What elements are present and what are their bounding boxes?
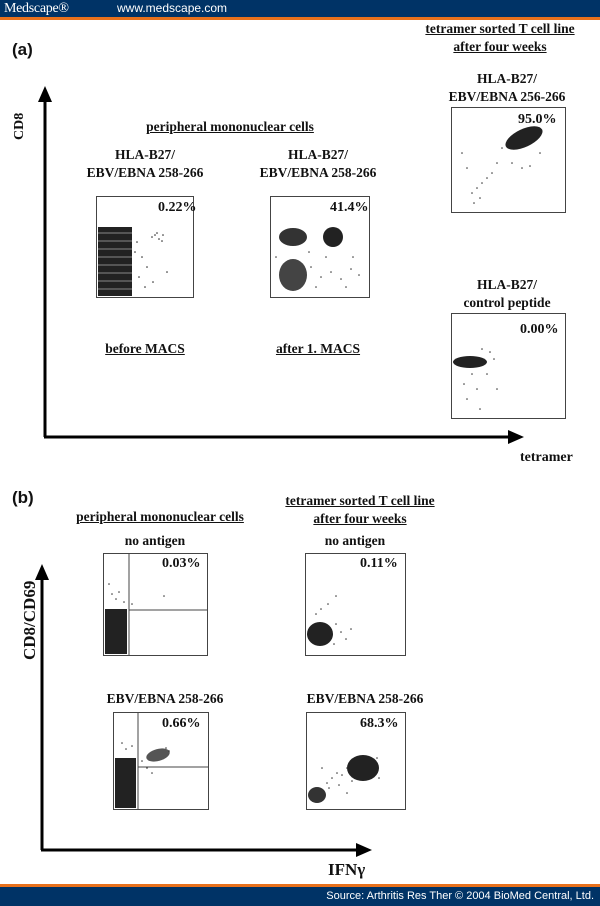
plot-a1-dots <box>98 227 168 296</box>
source-credit: Source: Arthritis Res Ther © 2004 BioMed… <box>326 890 594 902</box>
plot-a4-percent: 0.00% <box>520 322 559 337</box>
panel-a-y-axis-label: CD8 <box>12 112 27 140</box>
plot-b3 <box>113 712 209 810</box>
plot-b1-title: no antigen <box>124 533 186 548</box>
panel-a-sorted-heading-line2: after four weeks <box>453 39 547 54</box>
plot-b2 <box>305 553 406 656</box>
plot-b1-dots <box>105 554 207 655</box>
panel-a-pmc-heading: peripheral mononuclear cells <box>146 119 314 134</box>
plot-a2-percent: 41.4% <box>330 200 369 215</box>
plot-a3-dots <box>461 126 543 204</box>
panel-b-y-axis-label: CD8/CD69 <box>20 580 39 660</box>
panel-a-label: (a) <box>12 40 33 59</box>
plot-a4-title-line2: control peptide <box>463 295 551 310</box>
plot-b4 <box>306 712 406 810</box>
plot-b3-title: EBV/EBNA 258-266 <box>106 691 224 706</box>
panel-b-label: (b) <box>12 488 34 507</box>
plot-a2-title-line1: HLA-B27/ <box>287 147 348 162</box>
plot-a1 <box>96 196 194 298</box>
plot-a1-caption: before MACS <box>105 341 185 356</box>
plot-a4 <box>451 313 566 419</box>
panel-b-sorted-heading-line2: after four weeks <box>313 511 407 526</box>
plot-b2-percent: 0.11% <box>360 556 398 571</box>
plot-b1 <box>103 553 208 656</box>
plot-a2 <box>270 196 370 298</box>
panel-b-x-axis-label: IFNγ <box>328 860 366 879</box>
plot-a3-percent: 95.0% <box>518 112 557 127</box>
plot-b4-title: EBV/EBNA 258-266 <box>306 691 424 706</box>
header-bar: Medscape® www.medscape.com <box>0 0 600 20</box>
plot-b4-dots <box>308 755 380 803</box>
plot-a1-title-line2: EBV/EBNA 258-266 <box>86 165 204 180</box>
plot-b4-percent: 68.3% <box>360 716 399 731</box>
plot-a4-dots <box>453 348 498 410</box>
plot-a2-caption: after 1. MACS <box>275 341 361 356</box>
plot-a2-title-line2: EBV/EBNA 258-266 <box>259 165 377 180</box>
plot-a3-title-line1: HLA-B27/ <box>476 71 537 86</box>
panel-a-x-axis-label: tetramer <box>520 450 573 465</box>
plot-b2-title: no antigen <box>324 533 386 548</box>
plot-a2-dots <box>275 227 360 291</box>
plot-a1-percent: 0.22% <box>158 200 197 215</box>
site-url[interactable]: www.medscape.com <box>117 1 228 15</box>
plot-b2-dots <box>307 595 352 646</box>
footer-bar: Source: Arthritis Res Ther © 2004 BioMed… <box>0 884 600 906</box>
plot-a4-title-line1: HLA-B27/ <box>476 277 537 292</box>
panel-a-sorted-heading-line1: tetramer sorted T cell line <box>425 21 575 36</box>
panel-b-pmc-heading: peripheral mononuclear cells <box>76 509 244 524</box>
plot-b3-percent: 0.66% <box>162 716 201 731</box>
plot-a3 <box>451 107 566 213</box>
plot-b3-dots <box>115 713 208 809</box>
plot-a1-title-line1: HLA-B27/ <box>114 147 175 162</box>
plot-b1-percent: 0.03% <box>162 556 201 571</box>
plot-a3-title-line2: EBV/EBNA 256-266 <box>448 89 566 104</box>
panel-b-sorted-heading-line1: tetramer sorted T cell line <box>285 493 435 508</box>
medscape-logo: Medscape® <box>4 1 69 16</box>
